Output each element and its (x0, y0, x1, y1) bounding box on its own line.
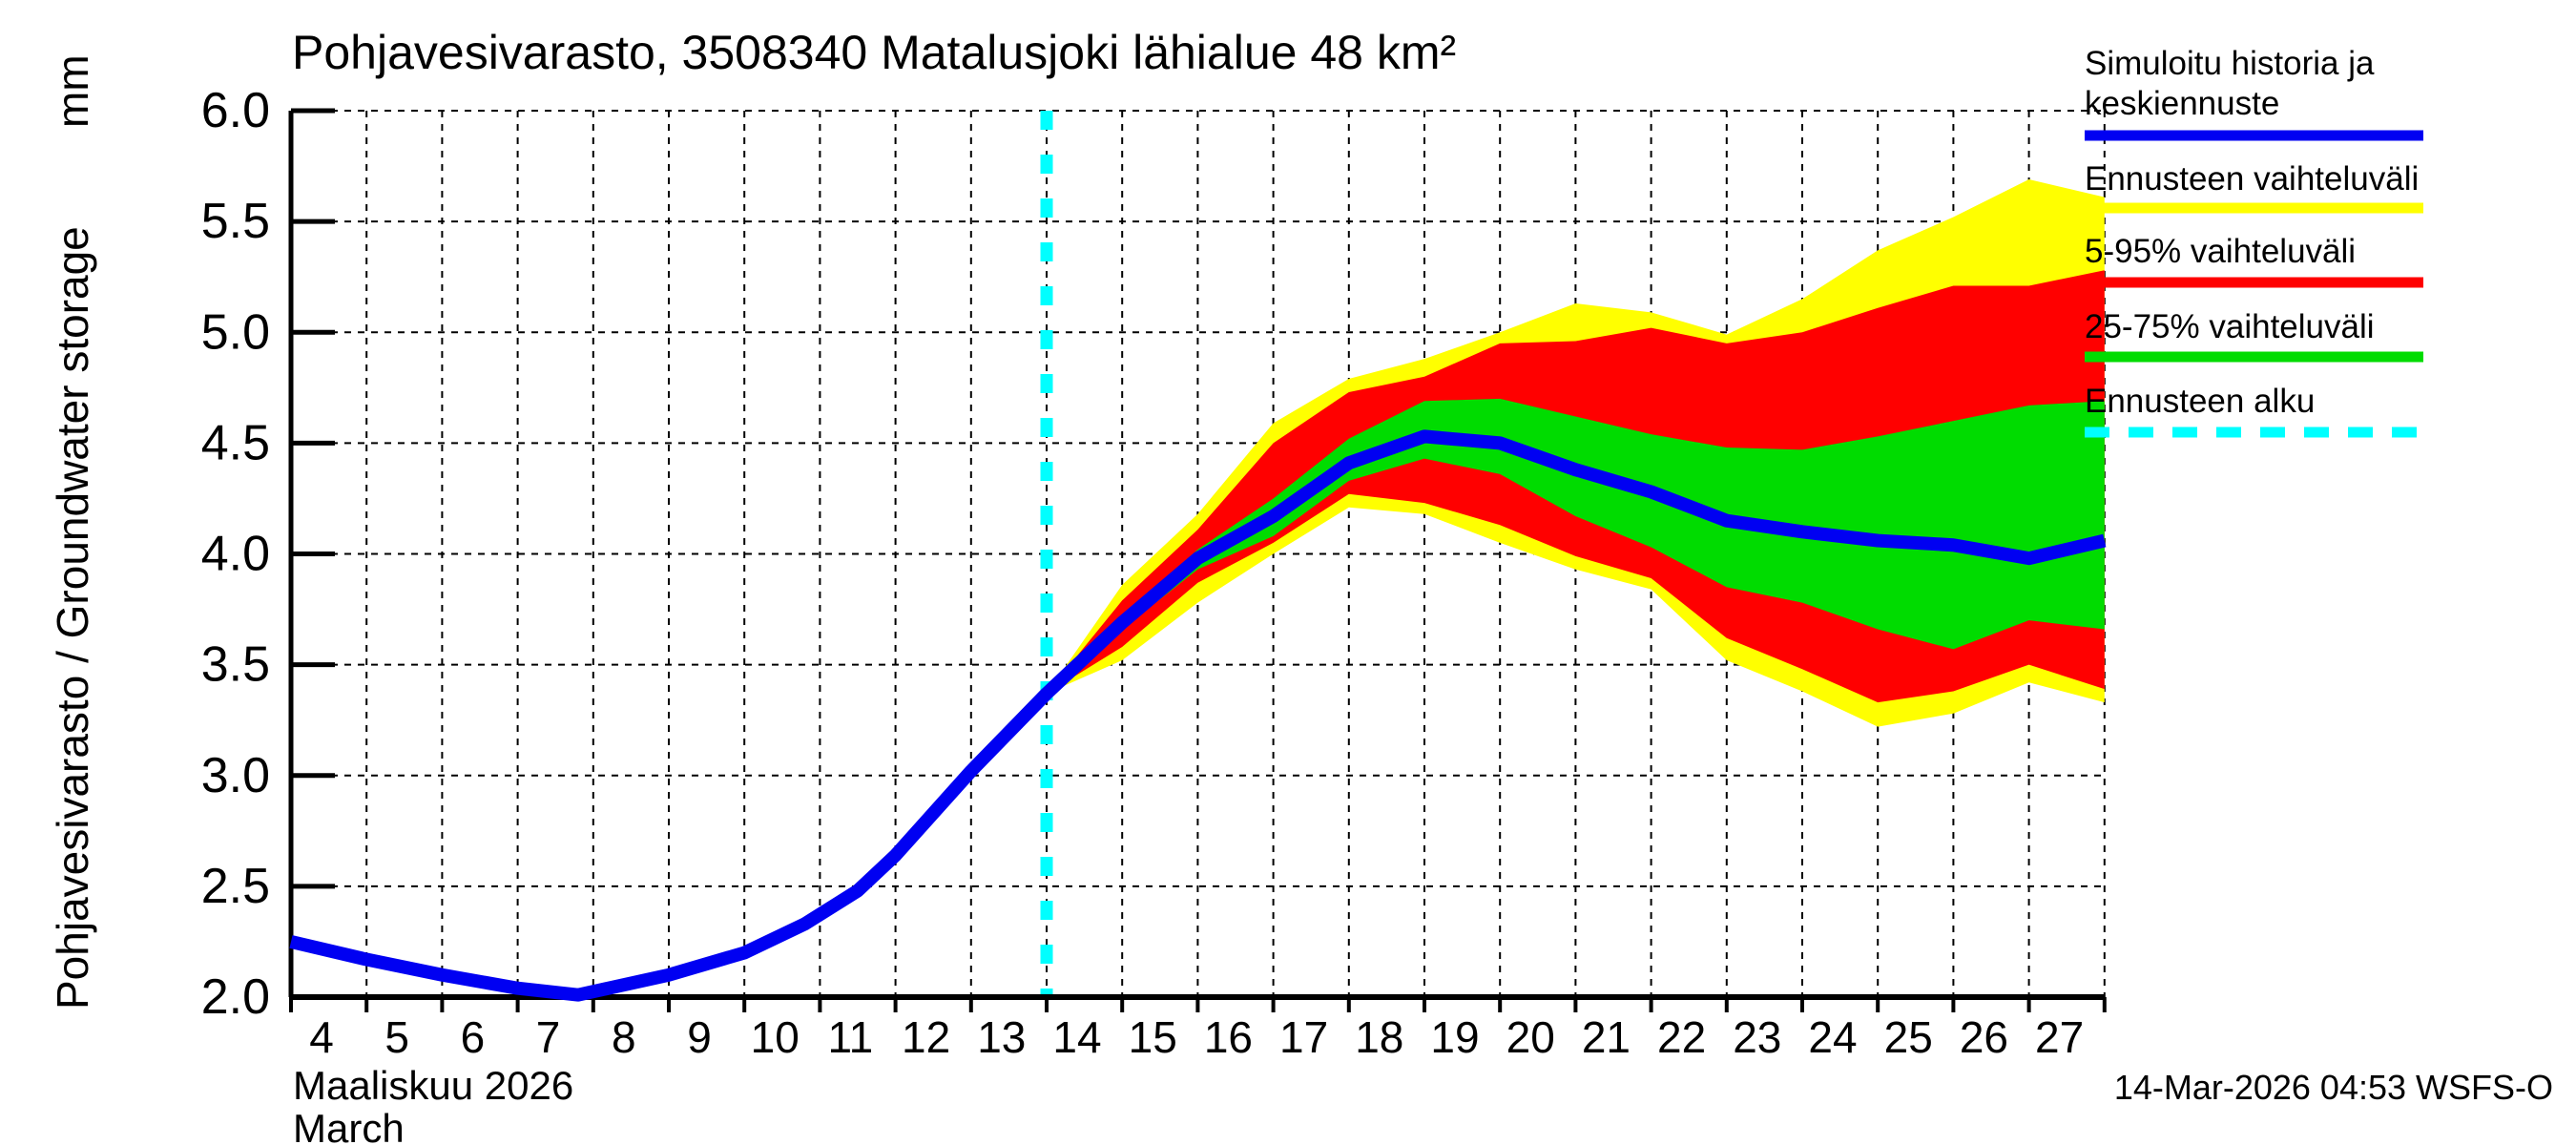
x-tick-label: 11 (828, 1012, 874, 1062)
x-tick-label: 26 (1960, 1012, 2008, 1062)
median-line-layer (289, 429, 2107, 1002)
y-tick-label: 3.5 (201, 637, 270, 693)
x-tick-label: 19 (1430, 1012, 1479, 1062)
y-tick-label: 4.0 (201, 527, 270, 582)
x-tick-label: 22 (1657, 1012, 1706, 1062)
x-tick-label: 4 (309, 1012, 334, 1062)
x-tick-label: 13 (977, 1012, 1026, 1062)
x-tick-label: 7 (536, 1012, 561, 1062)
x-tick-label: 25 (1884, 1012, 1933, 1062)
legend-label-25-75-range: 25-75% vaihteluväli (2085, 308, 2375, 345)
y-tick-label: 5.5 (201, 194, 270, 249)
uncertainty-bands-layer (1047, 178, 2105, 727)
x-tick-label: 27 (2035, 1012, 2084, 1062)
x-tick-label: 17 (1279, 1012, 1328, 1062)
legend-label-forecast-range: Ennusteen vaihteluväli (2085, 160, 2419, 198)
timestamp-label: 14-Mar-2026 04:53 WSFS-O (2114, 1068, 2553, 1107)
legend-label-simulated-history-line1: Simuloitu historia ja (2085, 45, 2375, 82)
x-axis-month-label-fi: Maaliskuu 2026 (293, 1063, 573, 1108)
y-tick-label: 3.0 (201, 748, 270, 803)
x-tick-label: 10 (751, 1012, 800, 1062)
y-axis-unit-label: mm (48, 54, 97, 128)
y-tick-label: 2.5 (201, 859, 270, 914)
x-tick-label: 18 (1355, 1012, 1403, 1062)
legend-label-simulated-history-line2: keskiennuste (2085, 85, 2279, 122)
x-tick-label: 16 (1204, 1012, 1253, 1062)
band-25-75-green (1047, 398, 2105, 694)
x-tick-label: 9 (687, 1012, 712, 1062)
tick-labels-layer: 6.05.55.04.54.03.53.02.52.04 5 6 7 8 9 10 11 12 1… (201, 83, 2084, 1062)
y-tick-label: 5.0 (201, 304, 270, 360)
y-tick-label: 6.0 (201, 83, 270, 138)
legend-swatches-layer (2085, 130, 2423, 438)
x-tick-label: 5 (384, 1012, 409, 1062)
x-tick-label: 15 (1129, 1012, 1177, 1062)
x-tick-label: 8 (612, 1012, 636, 1062)
median-forecast-line (289, 429, 2107, 1002)
x-tick-label: 14 (1052, 1012, 1101, 1062)
y-tick-label: 2.0 (201, 969, 270, 1025)
x-tick-label: 21 (1582, 1012, 1631, 1062)
x-tick-label: 23 (1733, 1012, 1781, 1062)
x-tick-label: 12 (902, 1012, 950, 1062)
y-axis-label: Pohjavesivarasto / Groundwater storage (48, 226, 97, 1010)
x-tick-label: 6 (461, 1012, 486, 1062)
chart-title: Pohjavesivarasto, 3508340 Matalusjoki lä… (292, 26, 1456, 79)
x-tick-label: 24 (1808, 1012, 1857, 1062)
y-tick-label: 4.5 (201, 415, 270, 470)
x-tick-label: 20 (1506, 1012, 1555, 1062)
legend-label-forecast-start: Ennusteen alku (2085, 383, 2315, 420)
legend-label-5-95-range: 5-95% vaihteluväli (2085, 233, 2356, 270)
x-axis-month-label-en: March (293, 1106, 405, 1145)
